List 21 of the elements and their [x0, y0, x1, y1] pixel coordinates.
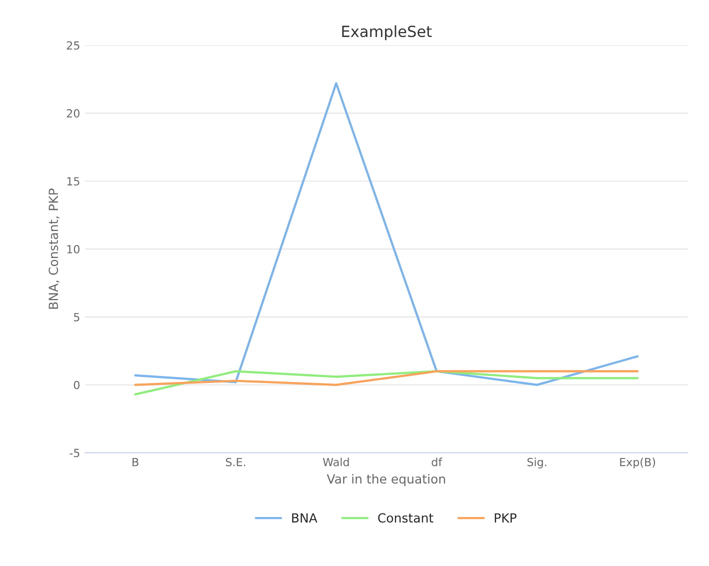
legend-label: BNA [292, 513, 318, 522]
x-axis-title: Var in the equation [326, 474, 446, 486]
y-tick-label: 5 [74, 313, 80, 322]
y-tick-label: 10 [67, 245, 80, 254]
y-tick-label: 15 [67, 177, 80, 186]
x-tick-label: Exp(B) [620, 458, 656, 468]
x-tick-label: B [132, 458, 138, 466]
y-tick-label: -5 [70, 448, 80, 458]
x-tick-label: S.E. [226, 458, 246, 466]
chart-title: ExampleSet [342, 25, 432, 40]
line-series [134, 370, 639, 396]
legend-label: Constant [378, 513, 434, 523]
x-tick-label: Sig. [527, 458, 546, 468]
y-tick-label: 25 [66, 41, 80, 50]
legend-label: PKP [494, 513, 516, 522]
y-tick-label: 20 [66, 109, 80, 118]
x-tick-label: df [432, 458, 442, 466]
x-tick-label: Wald [322, 458, 349, 466]
y-axis-title: BNA, Constant, PKP [48, 188, 60, 309]
line-series [134, 82, 639, 386]
y-tick-label: 0 [74, 380, 80, 390]
